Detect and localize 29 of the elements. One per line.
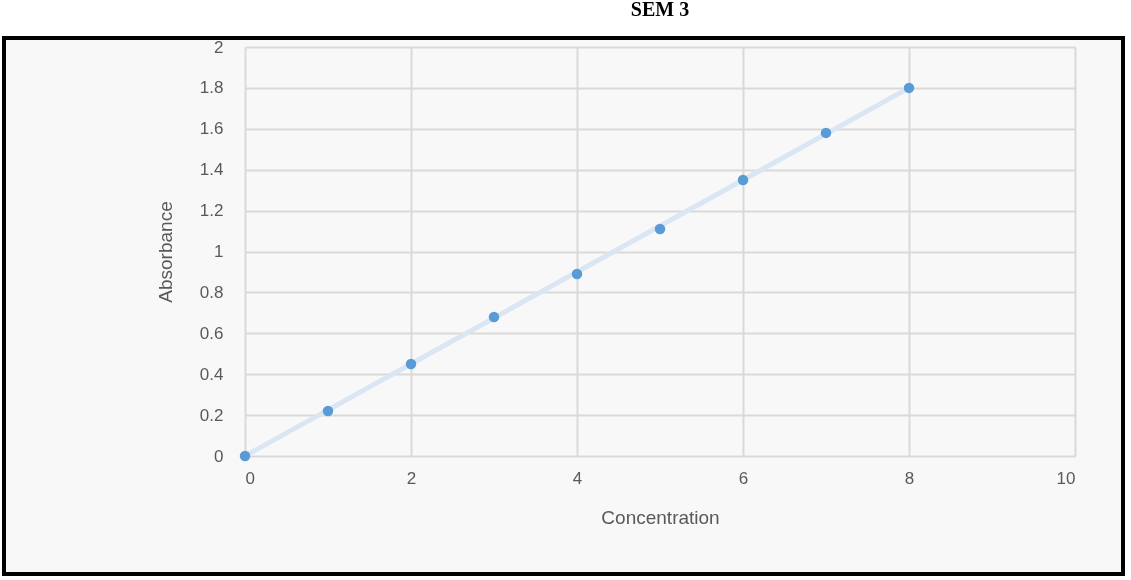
point [239, 450, 251, 462]
x-tick-label: 4 [572, 468, 583, 488]
y-tick-label: 2 [214, 37, 224, 57]
y-tick-label: 1.8 [199, 78, 224, 98]
x-tick-label: 8 [904, 468, 915, 488]
y-tick-label: 0.4 [199, 364, 224, 384]
x-tick-label: 6 [738, 468, 749, 488]
y-tick-label: 0 [214, 446, 224, 466]
point [820, 127, 832, 139]
x-tick-label: 2 [406, 468, 417, 488]
chart-title: SEM 3 [630, 0, 690, 20]
y-tick-label: 0.6 [199, 323, 224, 343]
point [488, 311, 500, 323]
y-tick-label: 1.4 [199, 160, 224, 180]
point [571, 268, 583, 280]
y-axis-title: Absorbance [154, 201, 176, 303]
x-tick-label: 10 [1056, 468, 1076, 488]
x-tick-label: 0 [245, 468, 255, 488]
y-tick-label: 0.8 [199, 282, 224, 302]
y-tick-label: 1.2 [199, 201, 224, 221]
point [903, 82, 915, 94]
y-tick-label: 0.2 [199, 405, 224, 425]
x-axis-title: Concentration [601, 506, 720, 528]
point [322, 405, 334, 417]
y-tick-label: 1.6 [199, 119, 224, 139]
point [654, 223, 666, 235]
point [405, 358, 417, 370]
y-tick-label: 1 [214, 242, 224, 261]
point [737, 174, 749, 186]
